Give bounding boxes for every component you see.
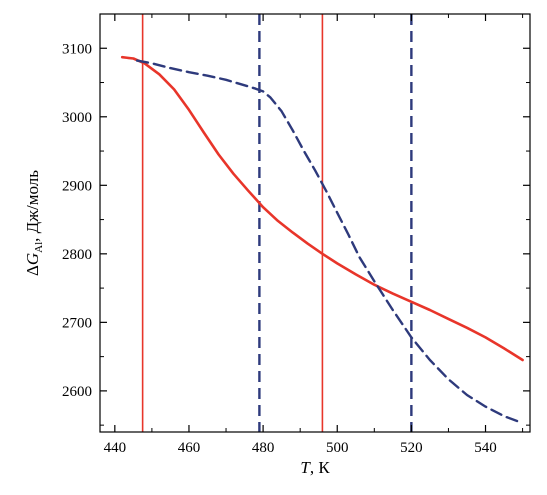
x-tick-label: 520 [400,440,423,456]
x-axis-symbol: T [300,458,311,477]
y-tick-label: 3000 [62,110,92,126]
x-axis-unit: , К [310,458,331,477]
series-lines [120,55,524,425]
reference-lines [141,14,413,432]
x-axis-label: T, К [300,458,330,477]
series-line-2 [135,59,524,425]
y-axis-subscript: Al [33,242,45,253]
y-axis-label: ΔGAl, Дж/моль [23,170,45,276]
y-axis-unit: , Дж/моль [23,170,42,242]
x-axis-ticks: 440 460 480 500 520 540 [104,14,524,456]
x-tick-label: 540 [474,440,497,456]
plot-frame [99,13,531,433]
y-tick-label: 3100 [62,41,92,57]
y-axis-prefix: Δ [23,265,42,276]
y-axis-symbol: G [23,253,42,265]
y-tick-label: 2600 [62,384,92,400]
x-tick-label: 500 [326,440,349,456]
x-tick-label: 440 [104,440,127,456]
series-line-1 [120,55,524,362]
y-tick-label: 2700 [62,315,92,331]
x-tick-label: 460 [178,440,201,456]
y-tick-label: 2900 [62,178,92,194]
x-tick-label: 480 [252,440,275,456]
y-axis-ticks: 2600 2700 2800 2900 3000 3100 [62,13,530,426]
y-tick-label: 2800 [62,247,92,263]
